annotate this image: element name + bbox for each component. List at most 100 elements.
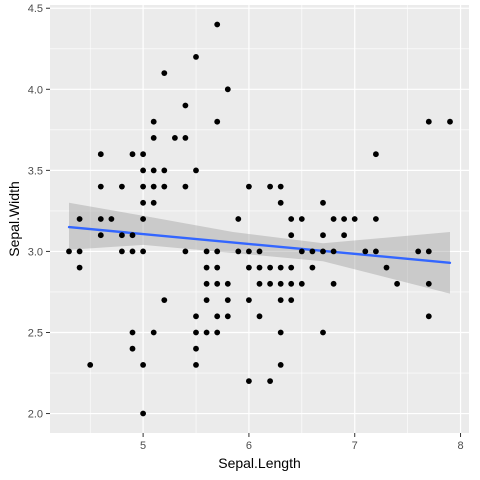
y-tick-label: 2.5 <box>28 327 43 339</box>
data-point <box>277 362 284 368</box>
data-point <box>373 248 379 255</box>
data-point <box>246 297 252 303</box>
data-point <box>351 216 358 222</box>
data-point <box>214 21 221 28</box>
data-point <box>150 167 157 174</box>
y-axis-ticks: 2.0 2.5 3.0 3.5 4.0 4.5 <box>28 3 50 421</box>
data-point <box>330 248 337 255</box>
data-point <box>182 183 189 190</box>
x-tick-label: 5 <box>140 440 146 452</box>
data-point <box>246 248 252 255</box>
data-point <box>320 232 326 239</box>
data-point <box>425 280 432 287</box>
data-point <box>203 297 210 303</box>
data-point <box>224 86 231 93</box>
data-point <box>66 248 72 255</box>
data-point <box>373 151 379 158</box>
data-point <box>193 54 199 60</box>
data-point <box>447 118 453 125</box>
data-point <box>425 248 432 255</box>
data-point <box>193 313 199 320</box>
data-point <box>193 345 199 352</box>
data-point <box>224 313 231 320</box>
data-point <box>246 264 252 271</box>
data-point <box>182 102 189 109</box>
data-point <box>203 248 210 255</box>
data-point <box>97 232 104 239</box>
data-point <box>425 313 432 320</box>
data-point <box>182 135 189 141</box>
data-point <box>298 248 305 255</box>
data-point <box>161 70 168 76</box>
data-point <box>277 280 284 287</box>
data-point <box>203 329 210 336</box>
data-point <box>150 118 157 125</box>
data-point <box>288 264 295 271</box>
data-point <box>320 248 326 255</box>
x-tick-label: 7 <box>352 440 358 452</box>
data-point <box>214 329 221 336</box>
data-point <box>129 232 136 239</box>
y-tick-label: 2.0 <box>28 409 43 421</box>
data-point <box>76 216 83 222</box>
data-point <box>394 280 400 287</box>
data-point <box>214 118 221 125</box>
data-point <box>298 216 305 222</box>
data-point <box>214 248 221 255</box>
data-point <box>108 216 115 222</box>
data-point <box>140 410 147 417</box>
data-point <box>320 199 326 206</box>
data-point <box>129 151 136 158</box>
data-point <box>288 297 295 303</box>
x-tick-label: 6 <box>246 440 252 452</box>
data-point <box>373 216 379 222</box>
data-point <box>172 135 178 141</box>
data-point <box>256 280 263 287</box>
data-point <box>320 329 326 336</box>
data-point <box>277 329 284 336</box>
data-point <box>341 216 347 222</box>
data-point <box>288 280 295 287</box>
data-point <box>235 216 242 222</box>
data-point <box>161 167 168 174</box>
data-point <box>256 264 263 271</box>
data-point <box>214 280 221 287</box>
data-point <box>97 216 104 222</box>
data-point <box>193 329 199 336</box>
plot-panel <box>50 5 469 433</box>
x-axis-title: Sepal.Length <box>218 455 301 471</box>
data-point <box>161 297 168 303</box>
data-point <box>76 248 83 255</box>
y-tick-label: 3.0 <box>28 246 43 258</box>
data-point <box>298 280 305 287</box>
data-point <box>182 248 189 255</box>
data-point <box>193 167 199 174</box>
data-point <box>214 264 221 271</box>
data-point <box>150 183 157 190</box>
data-point <box>288 216 295 222</box>
x-axis-ticks: 5 6 7 8 <box>140 433 464 452</box>
data-point <box>150 135 157 141</box>
data-points <box>66 21 453 417</box>
data-point <box>150 199 157 206</box>
y-tick-label: 3.5 <box>28 165 43 177</box>
x-tick-label: 8 <box>457 440 463 452</box>
data-point <box>224 297 231 303</box>
data-point <box>150 329 157 336</box>
data-point <box>76 264 83 271</box>
data-point <box>119 232 125 239</box>
data-point <box>140 248 147 255</box>
data-point <box>277 199 284 206</box>
data-point <box>267 264 273 271</box>
data-point <box>140 167 147 174</box>
data-point <box>119 183 125 190</box>
data-point <box>193 362 199 368</box>
data-point <box>341 232 347 239</box>
data-point <box>246 183 252 190</box>
data-point <box>129 329 136 336</box>
y-axis-title: Sepal.Width <box>6 181 22 256</box>
data-point <box>97 151 104 158</box>
data-point <box>214 313 221 320</box>
data-point <box>140 151 147 158</box>
